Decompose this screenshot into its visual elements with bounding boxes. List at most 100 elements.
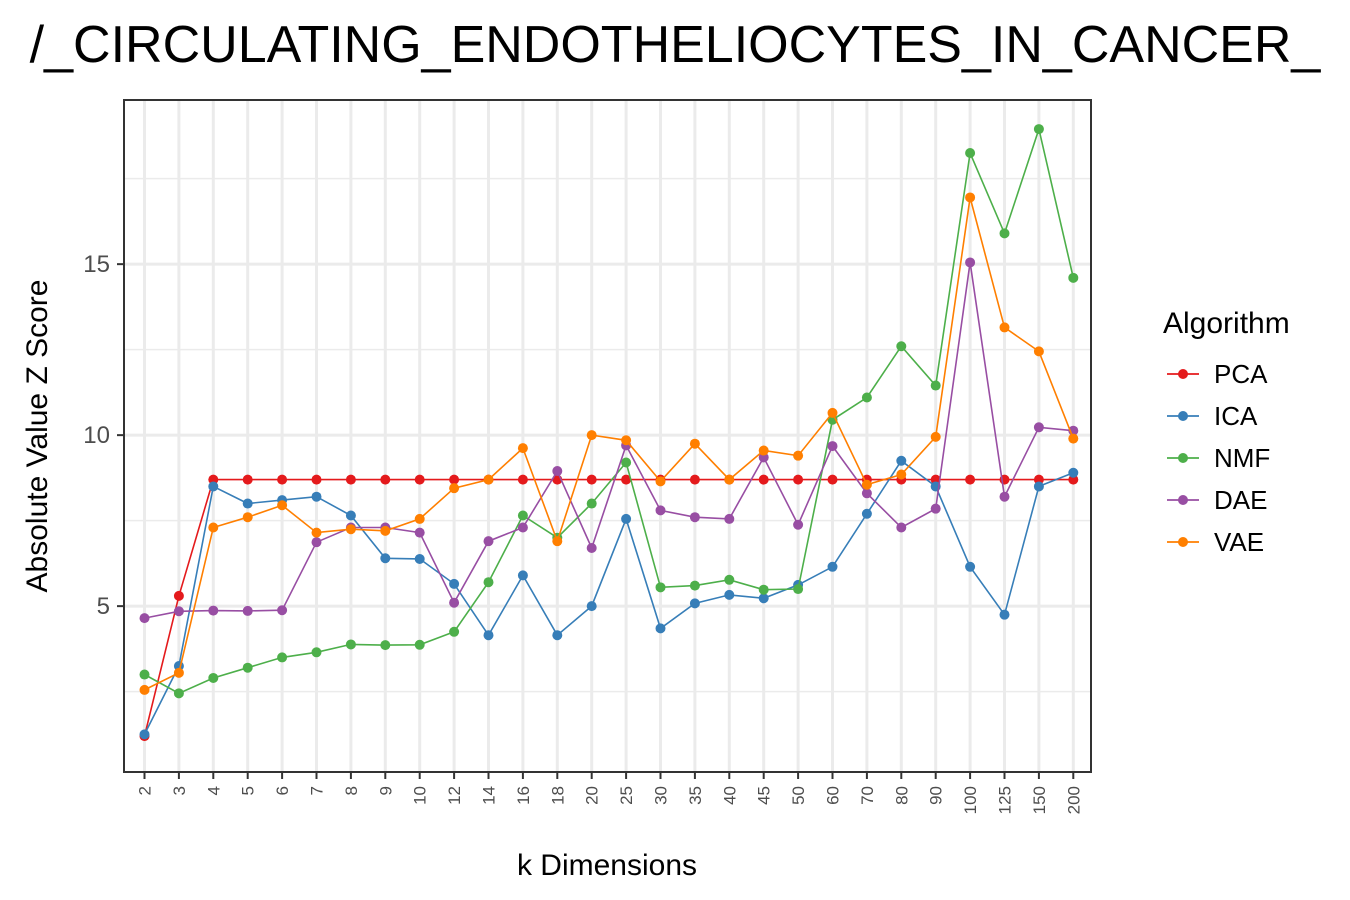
data-point <box>380 553 391 564</box>
data-point <box>173 606 184 617</box>
data-point <box>999 609 1010 620</box>
data-point <box>552 536 563 547</box>
data-point <box>896 341 907 352</box>
data-point <box>483 536 494 547</box>
x-tick-label: 35 <box>686 786 705 805</box>
data-point <box>655 505 666 516</box>
data-point <box>999 228 1010 239</box>
data-point <box>689 580 700 591</box>
data-point <box>965 192 976 203</box>
data-point <box>242 605 253 616</box>
series-lines <box>139 124 1079 742</box>
data-point <box>208 522 219 533</box>
data-point <box>758 584 769 595</box>
data-point <box>208 481 219 492</box>
data-point <box>586 543 597 553</box>
data-point <box>517 522 528 533</box>
data-point <box>758 593 769 604</box>
data-point <box>827 561 838 572</box>
data-point <box>827 474 838 485</box>
data-point <box>724 589 735 600</box>
x-tick-label: 2 <box>136 786 155 795</box>
series-nmf <box>139 124 1079 699</box>
series-line <box>143 459 1074 735</box>
data-point <box>345 510 356 521</box>
data-point <box>311 527 322 538</box>
x-tick-label: 20 <box>583 786 602 805</box>
legend-item-vae: VAE <box>1167 527 1264 557</box>
data-point <box>242 512 253 523</box>
data-point <box>277 500 288 511</box>
data-point <box>861 392 872 403</box>
y-tick-label: 15 <box>83 251 110 278</box>
data-point <box>758 445 769 456</box>
x-tick-label: 9 <box>376 786 395 795</box>
data-point <box>861 508 872 519</box>
data-point <box>758 474 769 485</box>
data-point <box>517 443 528 454</box>
data-point <box>1033 346 1044 357</box>
x-tick-label: 14 <box>480 786 499 805</box>
y-tick-label: 10 <box>83 422 110 449</box>
data-point <box>242 498 253 509</box>
x-tick-label: 5 <box>239 786 258 795</box>
data-point <box>930 503 941 514</box>
x-tick-label: 12 <box>445 786 464 805</box>
legend-key-point <box>1178 495 1188 505</box>
data-point <box>724 574 735 585</box>
data-point <box>1068 474 1079 485</box>
data-point <box>586 498 597 509</box>
data-point <box>965 561 976 572</box>
x-tick-label: 6 <box>273 786 292 795</box>
data-point <box>896 522 907 533</box>
data-point <box>139 729 150 740</box>
legend-key-point <box>1178 369 1188 379</box>
data-point <box>724 513 735 524</box>
data-point <box>1033 481 1044 492</box>
legend-title: Algorithm <box>1163 307 1290 340</box>
legend-item-ica: ICA <box>1167 401 1258 431</box>
data-point <box>930 380 941 391</box>
y-tick-label: 5 <box>97 593 110 620</box>
grid-lines <box>124 100 1091 772</box>
series-line <box>144 126 1075 695</box>
data-point <box>1033 124 1044 135</box>
data-point <box>414 474 425 485</box>
data-point <box>965 257 976 268</box>
legend-item-dae: DAE <box>1167 485 1267 515</box>
x-tick-label: 80 <box>892 786 911 805</box>
data-point <box>1068 467 1079 478</box>
data-point <box>758 452 769 463</box>
data-point <box>930 474 941 485</box>
data-point <box>517 510 528 521</box>
data-point <box>311 474 322 485</box>
data-point <box>242 474 253 485</box>
data-point <box>896 455 907 466</box>
data-point <box>208 672 219 683</box>
data-point <box>621 457 632 468</box>
data-point <box>655 476 666 487</box>
data-point <box>414 639 425 650</box>
x-axis: 2 3 4 5 6 7 8 9 10 12 14 16 18 20 25 30 35 40 45 50 60 70 80 90… <box>136 772 1083 814</box>
data-point <box>345 639 356 650</box>
series-dae <box>139 257 1079 624</box>
data-point <box>586 474 597 485</box>
x-tick-label: 200 <box>1064 786 1083 814</box>
legend-key-point <box>1178 537 1188 547</box>
data-point <box>208 605 219 616</box>
data-point <box>414 527 425 538</box>
data-point <box>277 605 288 616</box>
data-point <box>277 474 288 485</box>
data-point <box>173 667 184 678</box>
data-point <box>999 491 1010 502</box>
x-tick-label: 40 <box>720 786 739 805</box>
data-point <box>689 438 700 449</box>
legend-label: ICA <box>1214 401 1258 431</box>
y-axis-title: Absolute Value Z Score <box>21 280 54 593</box>
data-point <box>930 431 941 442</box>
data-point <box>621 474 632 485</box>
data-point <box>517 570 528 581</box>
data-point <box>517 474 528 485</box>
y-axis: 5 10 15 <box>83 251 124 620</box>
